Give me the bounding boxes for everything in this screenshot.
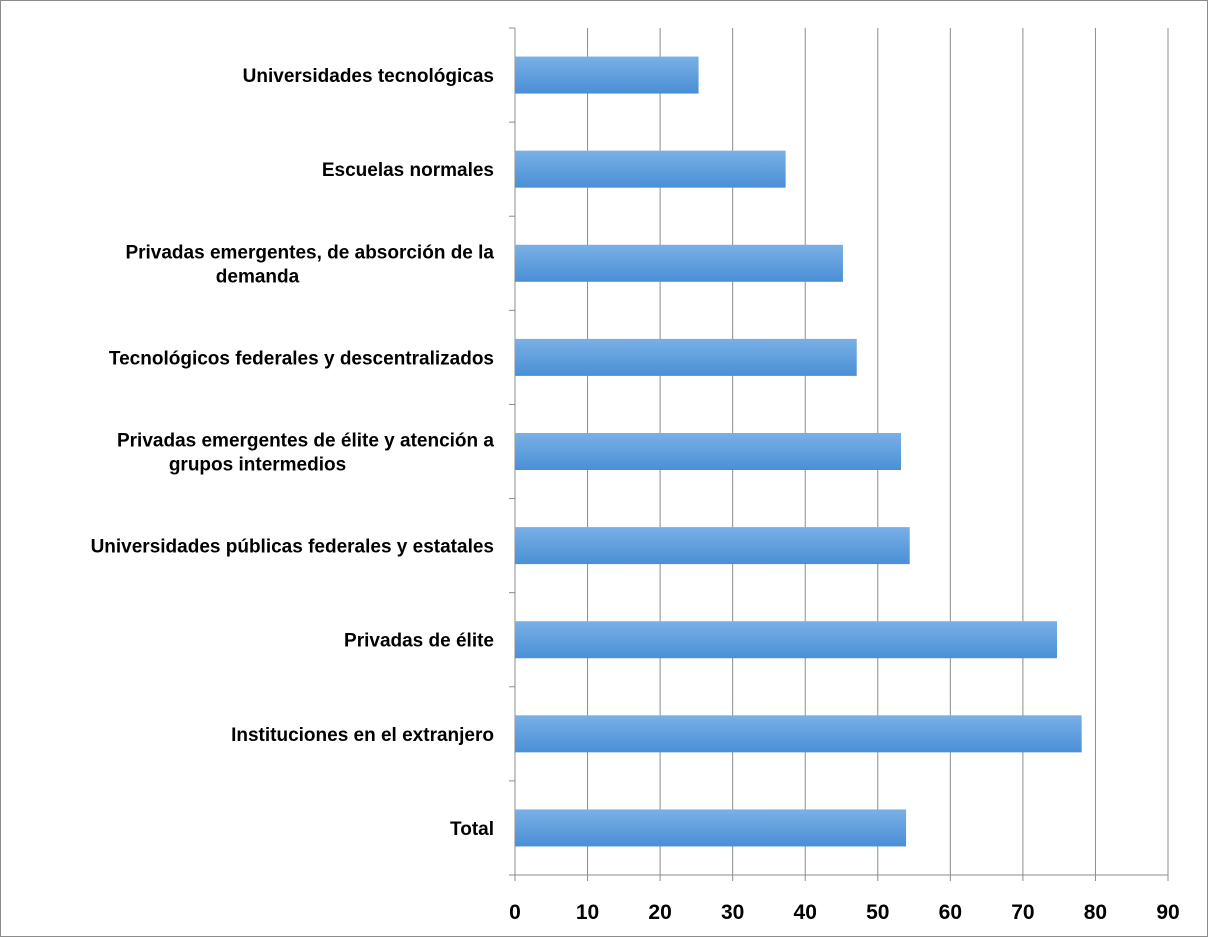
x-tick-label-20: 20 [648,901,671,924]
category-label-5: Privadas emergentes de élite y atención … [117,431,494,476]
category-label-1: Universidades tecnológicas [243,66,494,87]
x-tick-label-90: 90 [1156,901,1179,924]
bar-9 [515,809,907,847]
x-tick-label-80: 80 [1084,901,1107,924]
bar-3 [515,244,843,282]
x-tick-label-30: 30 [721,901,744,924]
bar-7 [515,621,1057,659]
x-tick-label-70: 70 [1011,901,1034,924]
bar-2 [515,150,786,188]
bar-1 [515,56,699,94]
category-label-9: Total [450,819,494,840]
bar-8 [515,715,1082,753]
category-label-2: Escuelas normales [322,160,494,181]
x-tick-labels: 0 10 20 30 40 50 60 70 80 90 [509,901,1180,924]
bar-5 [515,433,901,470]
x-tick-label-40: 40 [794,901,817,924]
x-tick-label-60: 60 [939,901,962,924]
category-label-7: Privadas de élite [344,631,494,652]
bars [515,56,1082,847]
category-label-6: Universidades públicas federales y estat… [91,537,494,558]
category-label-3: Privadas emergentes, de absorción de la d… [125,242,494,287]
category-label-8: Instituciones en el extranjero [231,725,494,746]
bar-4 [515,338,857,376]
category-labels: Universidades tecnológicas Escuelas norma… [91,66,495,840]
x-tick-label-50: 50 [866,901,889,924]
x-tick-label-0: 0 [509,901,521,924]
x-tick-label-10: 10 [576,901,599,924]
bar-6 [515,527,910,565]
category-label-4: Tecnológicos federales y descentralizado… [109,348,494,369]
